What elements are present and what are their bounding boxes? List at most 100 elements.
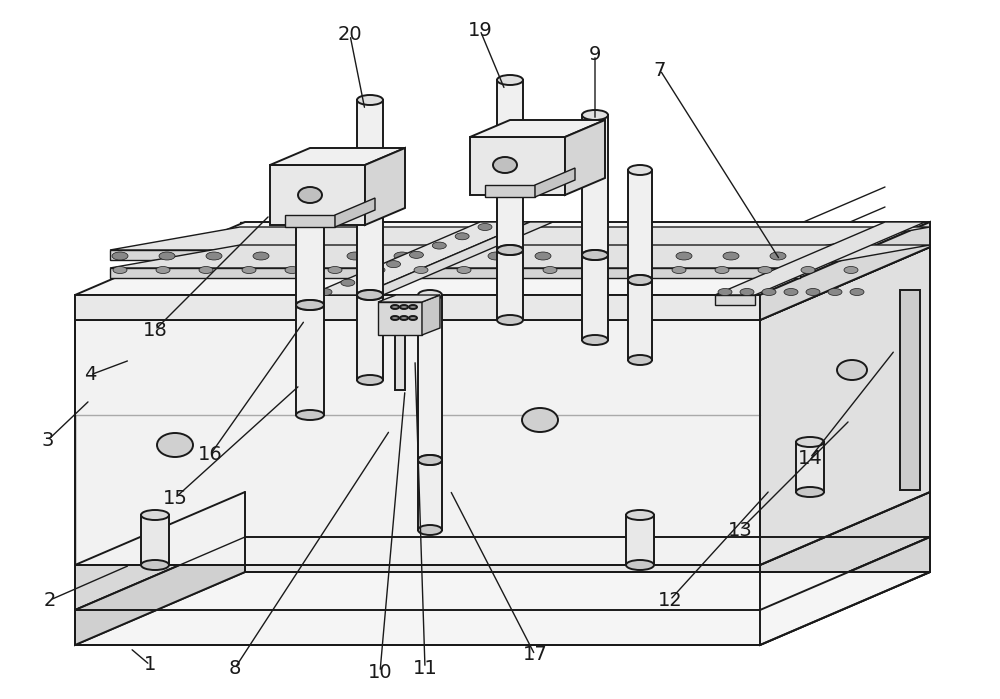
Ellipse shape: [156, 266, 170, 273]
Polygon shape: [296, 160, 324, 305]
Ellipse shape: [418, 455, 442, 465]
Polygon shape: [357, 100, 383, 295]
Ellipse shape: [628, 355, 652, 365]
Ellipse shape: [850, 289, 864, 296]
Ellipse shape: [628, 275, 652, 285]
Ellipse shape: [478, 224, 492, 231]
Polygon shape: [378, 295, 440, 302]
Ellipse shape: [723, 252, 739, 260]
Ellipse shape: [253, 252, 269, 260]
Ellipse shape: [357, 290, 383, 300]
Text: 7: 7: [654, 61, 666, 80]
Ellipse shape: [300, 252, 316, 260]
Ellipse shape: [296, 300, 324, 310]
Ellipse shape: [296, 155, 324, 165]
Polygon shape: [75, 565, 760, 610]
Text: 13: 13: [728, 521, 752, 540]
Polygon shape: [565, 120, 605, 195]
Ellipse shape: [801, 266, 815, 273]
Ellipse shape: [718, 289, 732, 296]
Text: 19: 19: [468, 20, 492, 40]
Polygon shape: [796, 442, 824, 492]
Polygon shape: [760, 492, 930, 610]
Ellipse shape: [758, 266, 772, 273]
Ellipse shape: [582, 110, 608, 120]
Polygon shape: [357, 295, 383, 380]
Ellipse shape: [672, 266, 686, 273]
Text: 11: 11: [413, 658, 437, 677]
Ellipse shape: [828, 289, 842, 296]
Polygon shape: [310, 222, 530, 295]
Polygon shape: [497, 80, 523, 250]
Text: 4: 4: [84, 366, 96, 384]
Ellipse shape: [296, 300, 324, 310]
Ellipse shape: [357, 375, 383, 385]
Ellipse shape: [285, 266, 299, 273]
Polygon shape: [110, 227, 930, 250]
Ellipse shape: [837, 360, 867, 380]
Ellipse shape: [409, 316, 417, 320]
Ellipse shape: [497, 315, 523, 325]
Polygon shape: [296, 305, 324, 415]
Polygon shape: [75, 492, 245, 610]
Polygon shape: [75, 572, 930, 645]
Ellipse shape: [441, 252, 457, 260]
Polygon shape: [760, 537, 930, 645]
Ellipse shape: [582, 250, 608, 260]
Polygon shape: [626, 515, 654, 565]
Polygon shape: [582, 115, 608, 255]
Ellipse shape: [328, 266, 342, 273]
Polygon shape: [75, 222, 930, 295]
Polygon shape: [75, 610, 760, 645]
Polygon shape: [715, 295, 755, 305]
Polygon shape: [360, 222, 553, 295]
Text: 8: 8: [229, 658, 241, 677]
Ellipse shape: [629, 266, 643, 273]
Polygon shape: [628, 280, 652, 360]
Ellipse shape: [418, 455, 442, 465]
Ellipse shape: [457, 266, 471, 273]
Ellipse shape: [796, 487, 824, 497]
Polygon shape: [75, 295, 760, 320]
Ellipse shape: [626, 510, 654, 520]
Ellipse shape: [784, 289, 798, 296]
Ellipse shape: [626, 560, 654, 570]
Ellipse shape: [364, 270, 378, 277]
Text: 18: 18: [143, 321, 167, 340]
Polygon shape: [285, 215, 335, 227]
Ellipse shape: [357, 95, 383, 105]
Polygon shape: [75, 247, 930, 320]
Ellipse shape: [770, 252, 786, 260]
Ellipse shape: [391, 305, 399, 309]
Text: 9: 9: [589, 45, 601, 64]
Ellipse shape: [400, 316, 408, 320]
Ellipse shape: [676, 252, 692, 260]
Ellipse shape: [141, 510, 169, 520]
Ellipse shape: [628, 165, 652, 175]
Polygon shape: [270, 165, 365, 225]
Ellipse shape: [199, 266, 213, 273]
Polygon shape: [760, 247, 930, 565]
Text: 14: 14: [798, 449, 822, 468]
Ellipse shape: [844, 266, 858, 273]
Polygon shape: [485, 185, 535, 197]
Text: 17: 17: [523, 645, 547, 665]
Ellipse shape: [141, 560, 169, 570]
Polygon shape: [497, 250, 523, 320]
Polygon shape: [900, 290, 920, 490]
Ellipse shape: [488, 252, 504, 260]
Ellipse shape: [715, 266, 729, 273]
Polygon shape: [365, 148, 405, 225]
Polygon shape: [110, 268, 800, 278]
Ellipse shape: [418, 525, 442, 535]
Ellipse shape: [586, 266, 600, 273]
Ellipse shape: [500, 266, 514, 273]
Ellipse shape: [762, 289, 776, 296]
Ellipse shape: [628, 275, 652, 285]
Polygon shape: [470, 137, 565, 195]
Polygon shape: [535, 168, 575, 197]
Polygon shape: [270, 148, 405, 165]
Ellipse shape: [497, 75, 523, 85]
Ellipse shape: [543, 266, 557, 273]
Text: 12: 12: [658, 591, 682, 610]
